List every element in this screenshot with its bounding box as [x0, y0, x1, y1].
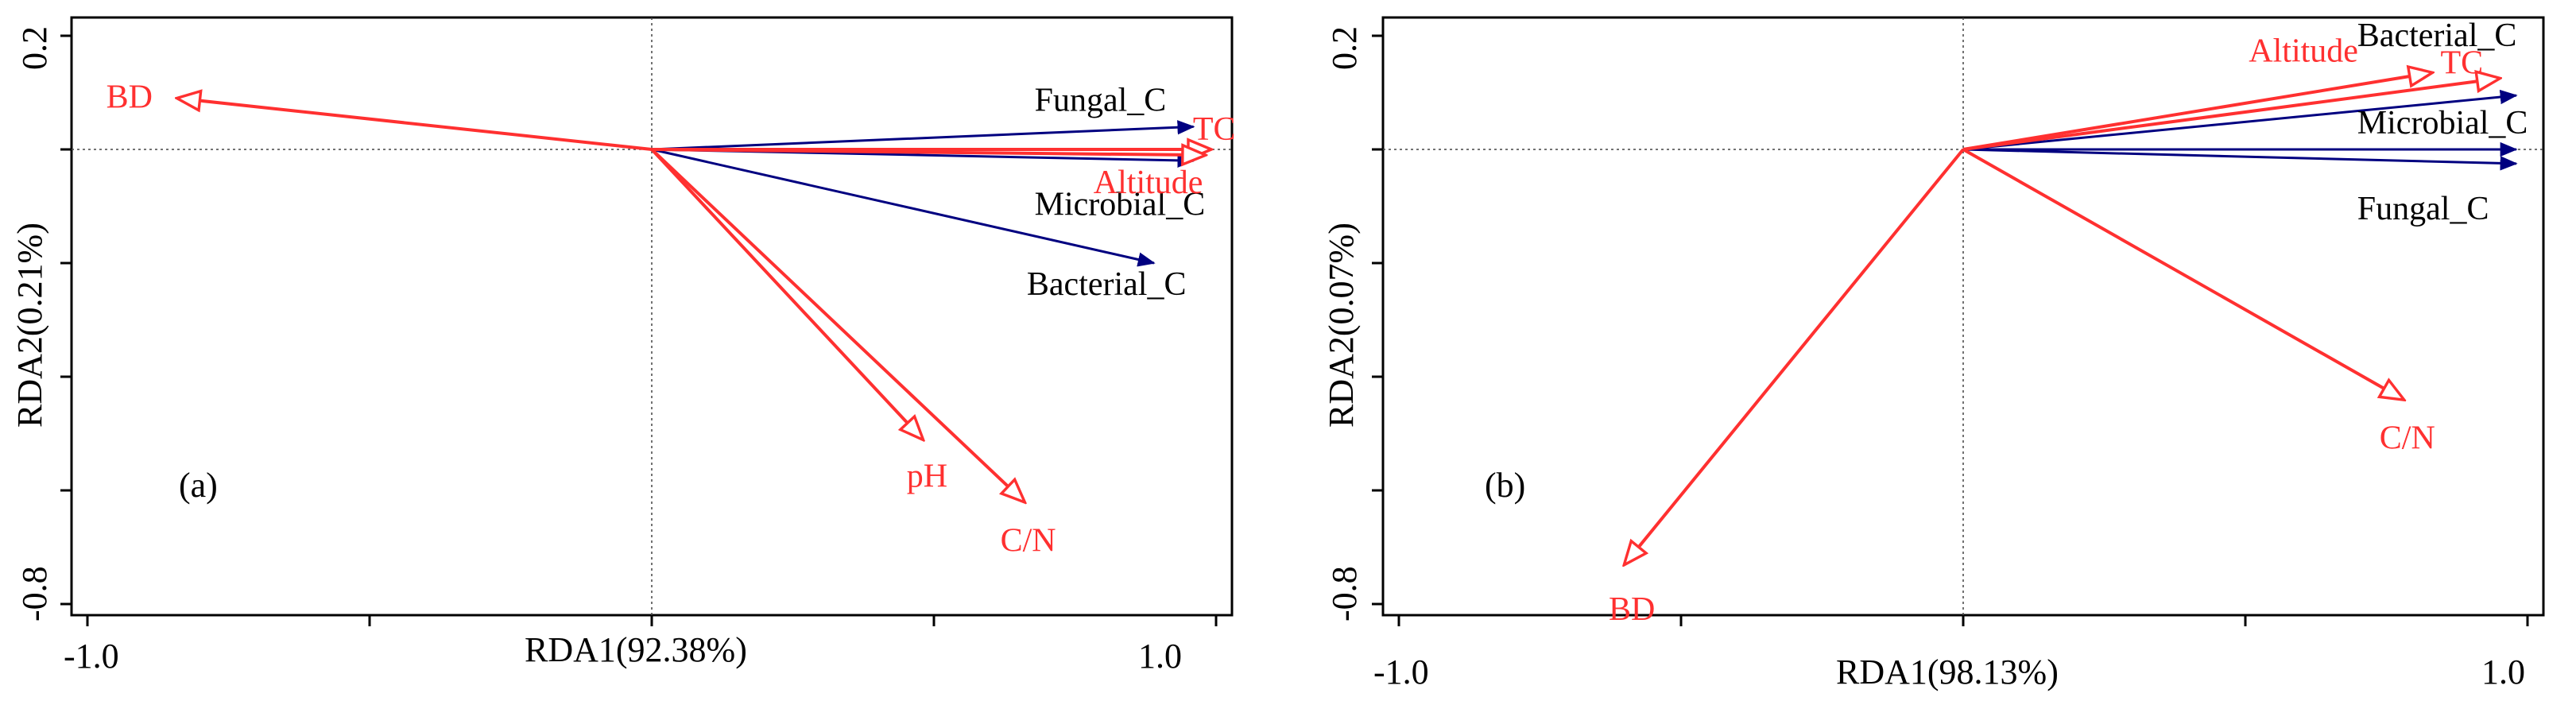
bacterial-c-vector: [1962, 89, 2518, 151]
y-tick-label-min: -0.8: [15, 566, 54, 622]
x-tick-label-min: -1.0: [1373, 653, 1429, 691]
vector-labels: Bacterial_C Microbial_C Fungal_C Altitude TC…: [1609, 17, 2528, 628]
vectors: [178, 99, 1211, 502]
fungal-c-label: Fungal_C: [1035, 82, 1167, 118]
x-tick-label-max: 1.0: [1138, 637, 1182, 676]
fungal-c-label: Fungal_C: [2357, 191, 2489, 227]
tc-label: TC: [2441, 45, 2484, 82]
c-n-vector: [1962, 148, 2404, 400]
x-axis-title: RDA1(98.13%): [1836, 653, 2059, 691]
y-tick-label-max: 0.2: [15, 26, 54, 70]
panel-b: Bacterial_C Microbial_C Fungal_C Altitude TC…: [1322, 16, 2545, 691]
microbial-c-label: Microbial_C: [2357, 105, 2528, 141]
x-tick-label-min: -1.0: [64, 637, 119, 676]
bd-label: BD: [1609, 591, 1655, 628]
c-n-label: C/N: [1001, 522, 1056, 559]
y-axis-title: RDA2(0.07%): [1322, 223, 1361, 428]
bd-label: BD: [107, 79, 153, 116]
bacterial-c-vector: [651, 148, 1156, 267]
ph-vector: [650, 148, 923, 440]
x-axis-title: RDA1(92.38%): [525, 630, 747, 669]
c-n-vector: [650, 148, 1025, 502]
fungal-c-vector: [1962, 148, 2518, 171]
altitude-label: Altitude: [1094, 165, 1203, 201]
y-tick-label-max: 0.2: [1325, 26, 1364, 70]
x-tick-label-max: 1.0: [2481, 653, 2525, 691]
axis-ticks: [1372, 34, 2529, 626]
altitude-vector: [1962, 72, 2431, 151]
altitude-vector: [651, 149, 1205, 155]
vectors: [1625, 72, 2518, 564]
panel-label-a: (a): [179, 466, 218, 505]
vector-labels: Fungal_C Microbial_C Bacterial_C BD TC Altitu…: [107, 79, 1236, 560]
c-n-label: C/N: [2380, 420, 2435, 457]
ph-label: pH: [907, 459, 947, 495]
panel-a: Fungal_C Microbial_C Bacterial_C BD TC Altitu…: [10, 16, 1236, 676]
bacterial-c-label: Bacterial_C: [2357, 17, 2517, 54]
microbial-c-label: Microbial_C: [1035, 186, 1206, 223]
tc-label: TC: [1193, 111, 1236, 148]
panel-label-b: (b): [1485, 466, 1525, 505]
bacterial-c-label: Bacterial_C: [1027, 266, 1187, 303]
bd-vector: [178, 99, 653, 151]
tc-vector: [1962, 79, 2500, 151]
y-axis-title: RDA2(0.21%): [10, 223, 49, 428]
y-tick-label-min: -0.8: [1325, 566, 1364, 622]
altitude-label: Altitude: [2249, 33, 2358, 69]
axis-ticks: [60, 34, 1218, 626]
bd-vector: [1625, 148, 1965, 564]
fungal-c-vector: [651, 120, 1195, 151]
